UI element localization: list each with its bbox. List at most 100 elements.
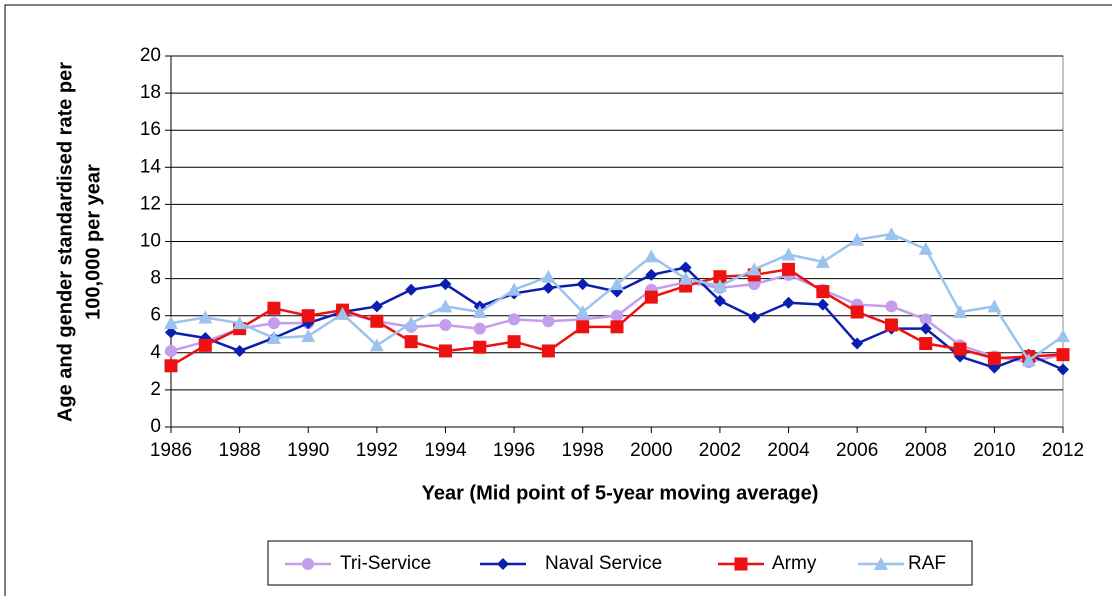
marker [438, 299, 453, 313]
marker [404, 335, 418, 349]
marker [747, 262, 762, 276]
marker [713, 294, 726, 307]
y-tick-label: 12 [140, 193, 161, 214]
y-tick-label: 2 [150, 379, 161, 400]
marker [987, 351, 1001, 365]
marker [233, 344, 246, 357]
marker [781, 247, 796, 261]
marker [472, 304, 487, 318]
marker [507, 282, 522, 296]
x-tick-label: 1990 [287, 440, 329, 461]
y-axis-title: Age and gender standardised rate per 100… [54, 62, 104, 422]
marker [473, 322, 486, 335]
marker [1056, 348, 1070, 362]
x-tick-label: 2010 [973, 440, 1015, 461]
marker [542, 281, 555, 294]
x-tick-label: 2002 [699, 440, 741, 461]
marker [165, 326, 177, 339]
marker [267, 317, 280, 330]
legend-box [267, 540, 973, 586]
legend-label: Tri-Service [340, 553, 431, 574]
x-tick-label: 1986 [150, 440, 192, 461]
marker [438, 344, 452, 358]
x-tick-label: 2000 [630, 440, 672, 461]
y-tick-label: 18 [140, 82, 161, 103]
y-tick-label: 8 [150, 268, 161, 289]
marker [370, 314, 384, 328]
marker [816, 285, 830, 299]
marker [232, 316, 247, 330]
x-tick-label: 2012 [1042, 440, 1084, 461]
marker [164, 316, 178, 330]
marker [734, 557, 748, 571]
marker [918, 241, 933, 255]
frame [4, 4, 1112, 596]
marker [301, 329, 316, 343]
marker [404, 316, 419, 330]
marker [1056, 329, 1070, 343]
marker [644, 290, 658, 304]
marker [541, 344, 555, 358]
marker [884, 227, 899, 241]
marker [644, 249, 659, 263]
marker [851, 337, 864, 350]
marker [610, 320, 624, 334]
marker [405, 283, 418, 296]
x-tick-label: 2006 [836, 440, 878, 461]
marker [953, 342, 967, 356]
legend-item: Army [718, 553, 817, 574]
x-tick-label: 1996 [493, 440, 535, 461]
marker [884, 318, 898, 332]
legend-item: Naval Service [480, 553, 662, 574]
marker [542, 315, 555, 328]
marker [885, 300, 898, 313]
marker [576, 320, 590, 334]
marker [712, 279, 727, 293]
marker [507, 335, 521, 349]
y-tick-label: 20 [140, 45, 161, 66]
marker [713, 270, 727, 284]
y-tick-label: 6 [150, 305, 161, 326]
marker [987, 299, 1002, 313]
marker [919, 313, 932, 326]
marker [1057, 363, 1069, 376]
marker [165, 344, 177, 357]
marker [678, 271, 693, 285]
marker [576, 278, 589, 291]
y-tick-label: 4 [150, 342, 161, 363]
y-tick-label: 10 [140, 231, 161, 252]
marker [497, 558, 509, 570]
marker [953, 304, 968, 318]
y-tick-label: 0 [150, 416, 161, 437]
x-tick-label: 1988 [218, 440, 260, 461]
legend-label: RAF [908, 553, 946, 574]
marker [575, 304, 590, 318]
x-tick-label: 1994 [424, 440, 467, 461]
marker [439, 318, 452, 331]
x-tick-label: 2004 [767, 440, 810, 461]
y-axis-title-line: 100,000 per year [82, 164, 104, 320]
marker [645, 268, 658, 281]
marker [301, 309, 315, 323]
marker [748, 311, 761, 324]
marker [267, 301, 281, 315]
x-tick-label: 1998 [562, 440, 604, 461]
marker [816, 298, 829, 311]
marker [541, 269, 556, 283]
marker [611, 309, 623, 322]
x-axis-title: Year (Mid point of 5-year moving average… [422, 482, 819, 504]
legend-item: RAF [858, 553, 946, 574]
marker [815, 254, 830, 268]
marker [164, 359, 178, 373]
marker [919, 322, 932, 335]
marker [198, 338, 212, 352]
y-axis-title-line: Age and gender standardised rate per [54, 62, 76, 422]
y-tick-label: 16 [140, 119, 161, 140]
marker [782, 296, 795, 309]
y-tick-label: 14 [140, 156, 162, 177]
legend-label: Naval Service [545, 553, 662, 574]
x-tick-label: 1992 [356, 440, 398, 461]
marker [266, 330, 281, 344]
marker [679, 261, 692, 274]
